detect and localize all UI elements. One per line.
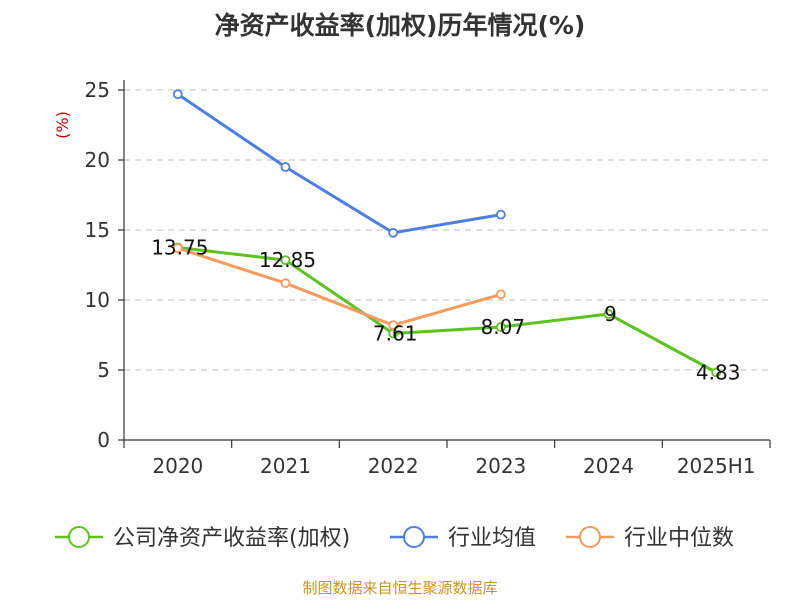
data-labels: 13.75 12.85 7.61 8.07 9 4.83 bbox=[151, 236, 740, 385]
y-tick-label: 0 bbox=[97, 428, 110, 452]
y-tick-label: 5 bbox=[97, 358, 110, 382]
legend-label: 行业均值 bbox=[448, 526, 536, 551]
series-lines bbox=[172, 89, 722, 378]
legend-swatch-marker bbox=[579, 526, 601, 548]
y-tick-label: 15 bbox=[85, 218, 110, 242]
data-point bbox=[280, 255, 291, 266]
x-tick-label: 2024 bbox=[583, 454, 634, 478]
data-point bbox=[711, 367, 722, 378]
data-point bbox=[172, 89, 183, 100]
x-tick-label: 2023 bbox=[475, 454, 526, 478]
x-tick-label: 2022 bbox=[368, 454, 419, 478]
data-label: 9 bbox=[604, 302, 617, 326]
data-point bbox=[280, 278, 291, 289]
data-point bbox=[495, 322, 506, 332]
data-point bbox=[172, 243, 183, 254]
source-note: 制图数据来自恒生聚源数据库 bbox=[302, 579, 497, 597]
chart-title: 净资产收益率(加权)历年情况(%) bbox=[214, 11, 586, 40]
x-tick-label: 2020 bbox=[152, 454, 203, 478]
x-tick-label: 2025H1 bbox=[677, 454, 756, 478]
data-label: 8.07 bbox=[481, 315, 526, 339]
data-point bbox=[280, 162, 291, 172]
y-axis-unit: (%) bbox=[53, 111, 72, 139]
data-point bbox=[495, 209, 506, 220]
legend-swatch-marker bbox=[403, 526, 425, 548]
series-line-2 bbox=[177, 246, 502, 327]
data-point bbox=[603, 309, 614, 319]
legend-swatch-marker bbox=[68, 526, 90, 548]
y-tick-label: 25 bbox=[85, 78, 110, 102]
data-point bbox=[388, 227, 399, 238]
data-label: 12.85 bbox=[259, 248, 316, 272]
data-label: 4.83 bbox=[696, 360, 741, 384]
legend-label: 行业中位数 bbox=[624, 526, 734, 551]
data-point bbox=[495, 289, 506, 300]
series-line-0 bbox=[177, 246, 717, 374]
grid-lines bbox=[124, 89, 770, 371]
legend-label: 公司净资产收益率(加权) bbox=[113, 526, 350, 551]
axes: 0 5 10 15 20 25 2020 2021 2022 2023 2024 2025H1 bbox=[85, 78, 771, 478]
series-line-1 bbox=[176, 92, 502, 235]
y-tick-label: 10 bbox=[85, 288, 110, 312]
y-tick-label: 20 bbox=[85, 148, 110, 172]
x-tick-label: 2021 bbox=[260, 454, 311, 478]
data-label: 13.75 bbox=[151, 236, 208, 260]
data-label: 7.61 bbox=[373, 321, 418, 345]
data-point bbox=[388, 320, 399, 331]
legend: 公司净资产收益率(加权) 行业均值 行业中位数 bbox=[55, 526, 734, 551]
